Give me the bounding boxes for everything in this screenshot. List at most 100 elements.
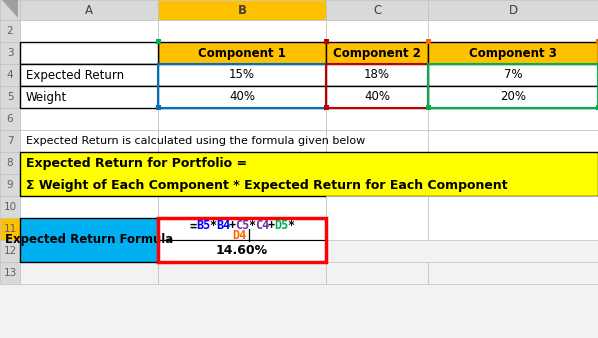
Bar bbox=[0, 174, 20, 196]
Bar bbox=[20, 64, 158, 86]
Text: C: C bbox=[373, 3, 381, 17]
Bar bbox=[20, 86, 158, 108]
Bar bbox=[158, 64, 326, 86]
Bar bbox=[20, 130, 158, 152]
Bar bbox=[428, 86, 598, 108]
Bar bbox=[158, 64, 326, 108]
Text: Expected Return is calculated using the formula given below: Expected Return is calculated using the … bbox=[26, 136, 365, 146]
Text: Expected Return for Portfolio =: Expected Return for Portfolio = bbox=[26, 156, 247, 169]
Text: 3: 3 bbox=[7, 48, 13, 58]
Text: +: + bbox=[229, 219, 236, 232]
Bar bbox=[326, 20, 428, 42]
Bar bbox=[596, 105, 598, 110]
Text: Σ Weight of Each Component * Expected Return for Each Component: Σ Weight of Each Component * Expected Re… bbox=[26, 178, 508, 192]
Bar bbox=[0, 218, 20, 240]
Text: 8: 8 bbox=[7, 158, 13, 168]
Bar bbox=[326, 64, 428, 86]
Bar bbox=[156, 39, 161, 44]
Bar bbox=[326, 0, 428, 20]
Bar bbox=[158, 42, 326, 64]
Bar bbox=[0, 64, 20, 86]
Text: 40%: 40% bbox=[229, 91, 255, 103]
Bar bbox=[326, 86, 428, 108]
Bar bbox=[20, 196, 158, 218]
Bar bbox=[426, 39, 431, 44]
Bar bbox=[326, 108, 428, 130]
Text: Expected Return: Expected Return bbox=[26, 69, 124, 81]
Bar bbox=[326, 196, 428, 240]
Text: 20%: 20% bbox=[500, 91, 526, 103]
Bar bbox=[0, 130, 20, 152]
Bar bbox=[20, 0, 158, 20]
Bar bbox=[428, 130, 598, 152]
Text: 4: 4 bbox=[7, 70, 13, 80]
Text: 12: 12 bbox=[4, 246, 17, 256]
Text: 7%: 7% bbox=[504, 69, 522, 81]
Bar bbox=[326, 196, 428, 218]
Bar bbox=[326, 64, 428, 108]
Text: C4: C4 bbox=[255, 219, 269, 232]
Bar bbox=[326, 42, 428, 64]
Bar bbox=[158, 196, 326, 218]
Bar bbox=[156, 105, 161, 110]
Text: B4: B4 bbox=[216, 219, 230, 232]
Bar bbox=[158, 218, 326, 240]
Bar bbox=[0, 196, 20, 218]
Text: D: D bbox=[508, 3, 517, 17]
Bar bbox=[428, 64, 598, 108]
Bar bbox=[326, 130, 428, 152]
Bar bbox=[596, 39, 598, 44]
Text: Component 3: Component 3 bbox=[469, 47, 557, 59]
Text: 2: 2 bbox=[7, 26, 13, 36]
Bar bbox=[158, 20, 326, 42]
Bar bbox=[0, 240, 20, 262]
Bar bbox=[428, 196, 598, 218]
Text: Component 2: Component 2 bbox=[333, 47, 421, 59]
Bar bbox=[324, 39, 329, 44]
Text: 7: 7 bbox=[7, 136, 13, 146]
Bar bbox=[428, 20, 598, 42]
Text: +: + bbox=[268, 219, 275, 232]
Bar bbox=[428, 196, 598, 240]
Bar bbox=[158, 240, 326, 262]
Text: C5: C5 bbox=[236, 219, 250, 232]
Text: D4: D4 bbox=[232, 229, 246, 242]
Bar bbox=[20, 42, 158, 64]
Text: A: A bbox=[85, 3, 93, 17]
Bar bbox=[158, 86, 326, 108]
Bar bbox=[158, 42, 326, 64]
Bar bbox=[324, 105, 329, 110]
Text: Weight: Weight bbox=[26, 91, 67, 103]
Text: *: * bbox=[209, 219, 216, 232]
Bar bbox=[158, 108, 326, 130]
Bar bbox=[426, 105, 431, 110]
Bar bbox=[20, 152, 598, 196]
Bar bbox=[20, 262, 158, 284]
Text: 40%: 40% bbox=[364, 91, 390, 103]
Bar bbox=[0, 42, 20, 64]
Bar bbox=[20, 86, 158, 108]
Text: 6: 6 bbox=[7, 114, 13, 124]
Text: 14.60%: 14.60% bbox=[216, 244, 268, 258]
Bar bbox=[20, 218, 158, 262]
Bar bbox=[20, 20, 158, 42]
Text: *: * bbox=[288, 219, 295, 232]
Text: B5: B5 bbox=[197, 219, 210, 232]
Bar bbox=[428, 108, 598, 130]
Bar bbox=[0, 218, 20, 240]
Bar bbox=[158, 64, 326, 86]
Text: 13: 13 bbox=[4, 268, 17, 278]
Bar bbox=[324, 105, 329, 110]
Text: D5: D5 bbox=[274, 219, 289, 232]
Bar bbox=[0, 262, 20, 284]
Text: 18%: 18% bbox=[364, 69, 390, 81]
Bar bbox=[20, 42, 158, 64]
Text: =: = bbox=[190, 219, 197, 232]
Bar bbox=[158, 130, 326, 152]
Text: Component 1: Component 1 bbox=[198, 47, 286, 59]
Text: B: B bbox=[237, 3, 246, 17]
Text: |: | bbox=[245, 229, 252, 242]
Bar bbox=[0, 108, 20, 130]
Bar bbox=[428, 64, 598, 86]
Bar bbox=[426, 105, 431, 110]
